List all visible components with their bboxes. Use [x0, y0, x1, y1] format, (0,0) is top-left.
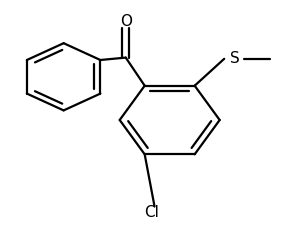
Text: Cl: Cl [144, 205, 159, 220]
Text: O: O [120, 14, 132, 29]
Text: S: S [230, 51, 240, 66]
